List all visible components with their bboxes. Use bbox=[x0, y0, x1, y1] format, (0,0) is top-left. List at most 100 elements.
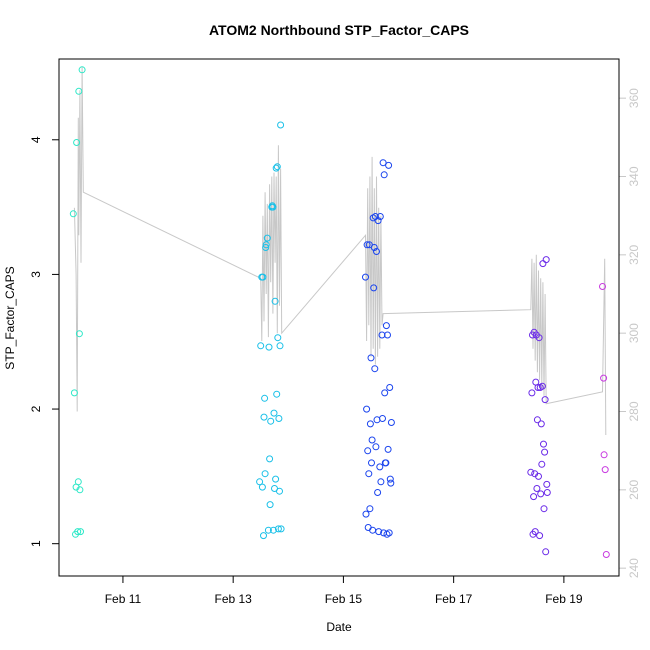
data-point bbox=[261, 394, 269, 402]
data-point bbox=[599, 283, 606, 290]
data-point bbox=[600, 451, 608, 459]
data-point bbox=[541, 448, 549, 456]
data-point bbox=[362, 273, 369, 281]
data-point bbox=[531, 528, 539, 536]
data-point bbox=[385, 529, 393, 537]
data-point bbox=[272, 475, 280, 483]
data-point bbox=[533, 416, 541, 424]
data-point bbox=[272, 164, 280, 172]
data-point bbox=[537, 490, 545, 498]
data-point bbox=[376, 213, 384, 220]
data-point bbox=[527, 468, 535, 476]
data-point bbox=[276, 487, 283, 495]
data-point bbox=[271, 297, 279, 305]
data-point bbox=[368, 459, 375, 467]
data-point bbox=[265, 343, 273, 351]
data-point bbox=[535, 334, 543, 342]
data-point bbox=[259, 273, 267, 281]
data-point bbox=[542, 256, 550, 264]
data-point bbox=[382, 322, 390, 330]
data-point bbox=[534, 384, 542, 391]
data-point bbox=[540, 440, 547, 448]
data-point bbox=[537, 420, 545, 428]
y-tick-label: 1 bbox=[29, 540, 43, 547]
data-point bbox=[374, 489, 382, 496]
data-point bbox=[384, 331, 391, 339]
y-axis-label: STP_Factor_CAPS bbox=[3, 266, 17, 369]
data-point bbox=[262, 241, 270, 249]
data-point bbox=[73, 139, 81, 146]
data-point bbox=[387, 419, 395, 426]
data-point bbox=[371, 365, 379, 373]
data-point bbox=[367, 354, 375, 362]
data-point bbox=[382, 459, 390, 467]
plot-frame bbox=[58, 58, 620, 577]
data-point bbox=[600, 374, 608, 382]
data-point bbox=[362, 510, 370, 518]
data-point bbox=[269, 526, 277, 534]
y2-tick-label: 240 bbox=[627, 558, 641, 578]
data-point bbox=[374, 217, 382, 225]
data-point bbox=[277, 121, 285, 129]
scatter-points bbox=[69, 66, 610, 558]
y-tick-label: 4 bbox=[29, 136, 43, 143]
y-tick-label: 2 bbox=[29, 405, 43, 412]
data-point bbox=[256, 478, 264, 486]
data-point bbox=[601, 466, 609, 474]
data-point bbox=[542, 548, 550, 556]
data-point bbox=[533, 485, 541, 492]
y2-tick-label: 360 bbox=[627, 88, 641, 108]
chart-title: ATOM2 Northbound STP_Factor_CAPS bbox=[209, 22, 469, 38]
data-point bbox=[368, 436, 376, 444]
data-point bbox=[377, 478, 385, 486]
data-point bbox=[386, 384, 394, 391]
x-tick-label: Feb 19 bbox=[545, 592, 583, 606]
data-point bbox=[538, 382, 546, 390]
data-point bbox=[74, 528, 82, 536]
data-point bbox=[267, 417, 275, 425]
data-point bbox=[373, 248, 380, 255]
data-point bbox=[530, 493, 538, 501]
data-point bbox=[75, 87, 83, 95]
data-point bbox=[385, 161, 393, 169]
data-point bbox=[266, 455, 274, 463]
data-point bbox=[270, 409, 278, 417]
data-point bbox=[536, 532, 544, 540]
y2-tick-label: 320 bbox=[627, 245, 641, 265]
data-point bbox=[365, 470, 373, 478]
x-tick-label: Feb 13 bbox=[214, 592, 252, 606]
data-point bbox=[274, 525, 282, 533]
data-point bbox=[384, 445, 392, 453]
data-point bbox=[260, 532, 267, 540]
data-point bbox=[263, 234, 271, 242]
data-point bbox=[269, 203, 277, 211]
data-point bbox=[543, 480, 551, 488]
data-point bbox=[366, 505, 374, 513]
data-point bbox=[380, 171, 388, 179]
data-point bbox=[363, 405, 371, 413]
data-point bbox=[376, 463, 384, 471]
y2-tick-label: 280 bbox=[627, 401, 641, 421]
data-point bbox=[276, 342, 284, 350]
data-point bbox=[261, 470, 269, 478]
data-point bbox=[375, 528, 383, 536]
data-point bbox=[379, 415, 386, 422]
data-point bbox=[77, 528, 84, 536]
data-point bbox=[75, 330, 83, 338]
data-point bbox=[364, 447, 372, 455]
data-point bbox=[257, 342, 265, 350]
data-point bbox=[264, 526, 272, 534]
data-point bbox=[541, 396, 549, 404]
data-point bbox=[540, 505, 548, 513]
x-tick-label: Feb 11 bbox=[105, 592, 142, 606]
data-point bbox=[273, 163, 281, 171]
secondary-line bbox=[73, 66, 607, 436]
y2-tick-label: 300 bbox=[627, 323, 641, 343]
data-point bbox=[366, 420, 374, 428]
x-tick-label: Feb 17 bbox=[435, 592, 473, 606]
data-point bbox=[262, 244, 270, 251]
data-point bbox=[363, 241, 371, 249]
data-point bbox=[543, 489, 551, 496]
x-axis-label: Date bbox=[326, 620, 352, 634]
